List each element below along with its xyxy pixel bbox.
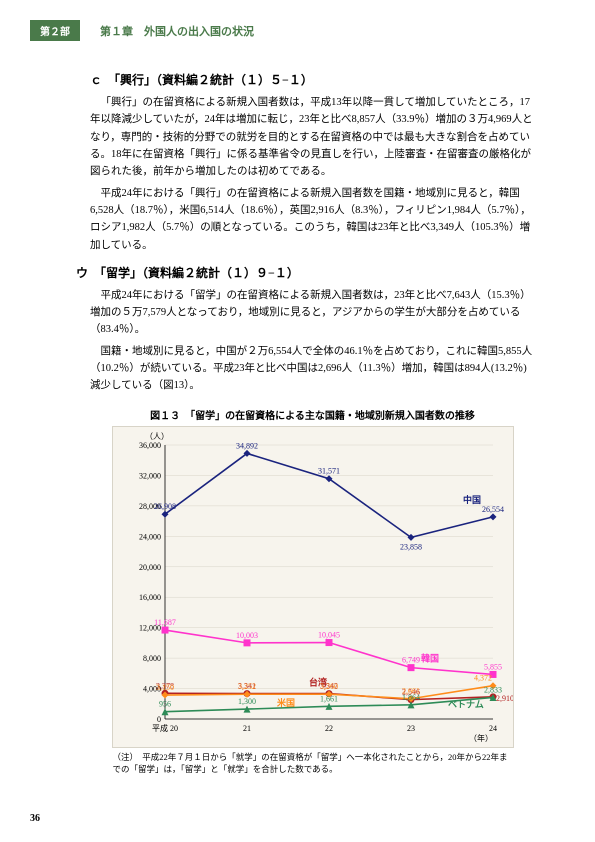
svg-text:（人）: （人） xyxy=(145,432,169,441)
svg-text:24,000: 24,000 xyxy=(139,532,161,541)
page-header: 第２部 第１章 外国人の出入国の状況 xyxy=(0,0,595,51)
svg-text:米国: 米国 xyxy=(276,697,295,708)
section-c-paragraph-1: 「興行」の在留資格による新規入国者数は，平成13年以降一貫して増加していたところ… xyxy=(90,94,535,181)
figure-title: 図１３ 「留学」の在留資格による主な国籍・地域別新規入国者数の推移 xyxy=(90,407,535,422)
svg-text:16,000: 16,000 xyxy=(139,593,161,602)
part-badge: 第２部 xyxy=(30,20,80,41)
svg-text:1,661: 1,661 xyxy=(320,694,338,703)
svg-text:6,749: 6,749 xyxy=(402,655,420,664)
svg-text:956: 956 xyxy=(159,699,171,708)
svg-text:24: 24 xyxy=(489,724,497,733)
svg-text:34,892: 34,892 xyxy=(236,441,258,450)
svg-text:2,910: 2,910 xyxy=(496,694,513,703)
svg-text:0: 0 xyxy=(157,715,161,724)
section-c-paragraph-2: 平成24年における「興行」の在留資格による新規入国者数を国籍・地域別に見ると，韓… xyxy=(90,185,535,254)
svg-text:23,858: 23,858 xyxy=(400,542,422,551)
svg-text:26,554: 26,554 xyxy=(482,505,504,514)
svg-text:23: 23 xyxy=(407,724,415,733)
svg-text:10,045: 10,045 xyxy=(318,630,340,639)
section-u-paragraph-2: 国籍・地域別に見ると，中国が２万6,554人で全体の46.1％を占めており，これ… xyxy=(90,343,535,395)
svg-text:1,864: 1,864 xyxy=(402,693,420,702)
svg-text:ベトナム: ベトナム xyxy=(448,699,484,709)
svg-text:21: 21 xyxy=(243,724,251,733)
svg-text:8,000: 8,000 xyxy=(143,654,161,663)
section-c-title: ｃ 「興行」（資料編２統計（１）５−１） xyxy=(90,71,535,88)
line-chart: 04,0008,00012,00016,00020,00024,00028,00… xyxy=(113,427,513,747)
svg-text:2,833: 2,833 xyxy=(484,685,502,694)
svg-text:平成 20: 平成 20 xyxy=(152,723,178,733)
chart-container: 04,0008,00012,00016,00020,00024,00028,00… xyxy=(112,426,514,748)
svg-text:4,372: 4,372 xyxy=(474,673,492,682)
svg-text:3,260: 3,260 xyxy=(320,682,338,691)
svg-text:中国: 中国 xyxy=(463,494,481,505)
svg-text:（年）: （年） xyxy=(469,733,493,743)
svg-text:3,252: 3,252 xyxy=(238,682,256,691)
section-u-paragraph-1: 平成24年における「留学」の在留資格による新規入国者数は，23年と比べ7,643… xyxy=(90,287,535,339)
main-content: ｃ 「興行」（資料編２統計（１）５−１） 「興行」の在留資格による新規入国者数は… xyxy=(0,51,595,775)
svg-text:3,150: 3,150 xyxy=(156,683,174,692)
chapter-title: 第１章 外国人の出入国の状況 xyxy=(100,23,254,39)
svg-text:11,687: 11,687 xyxy=(154,618,176,627)
figure-note: （注） 平成22年７月１日から「就学」の在留資格が「留学」へ一本化されたことから… xyxy=(113,752,513,776)
svg-text:22: 22 xyxy=(325,724,333,733)
section-u-title: ウ 「留学」（資料編２統計（１）９−１） xyxy=(76,264,535,281)
svg-text:1,300: 1,300 xyxy=(238,697,256,706)
svg-text:韓国: 韓国 xyxy=(421,652,439,663)
svg-text:36,000: 36,000 xyxy=(139,441,161,450)
svg-text:20,000: 20,000 xyxy=(139,562,161,571)
page-number: 36 xyxy=(30,813,40,824)
svg-text:10,003: 10,003 xyxy=(236,631,258,640)
svg-text:31,571: 31,571 xyxy=(318,466,340,475)
svg-text:32,000: 32,000 xyxy=(139,471,161,480)
svg-text:5,855: 5,855 xyxy=(484,662,502,671)
svg-text:26,908: 26,908 xyxy=(154,502,176,511)
